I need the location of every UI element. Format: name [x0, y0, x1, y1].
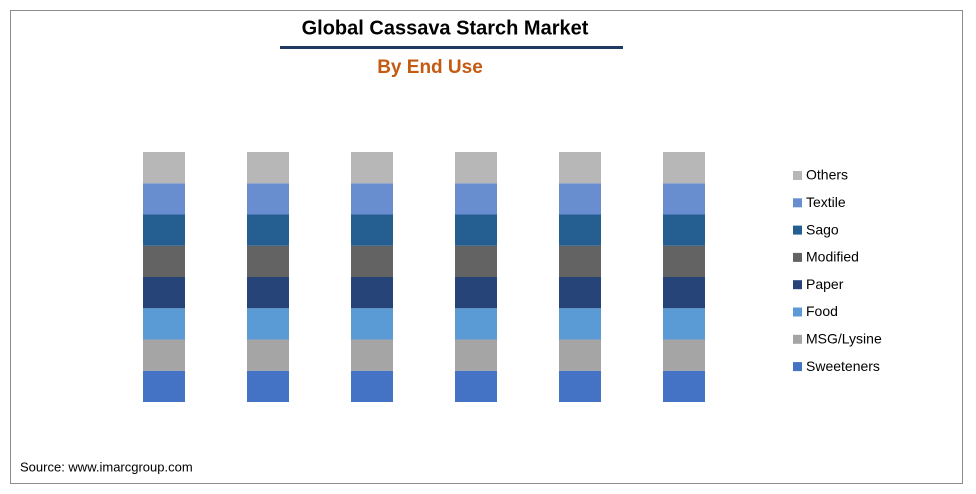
- bar-segment: [455, 245, 497, 277]
- bar-segment: [663, 339, 705, 371]
- bar-segment: [663, 152, 705, 184]
- bar-segment: [351, 214, 393, 246]
- bar-segment: [663, 370, 705, 402]
- bar-segment: [455, 214, 497, 246]
- bar-segment: [455, 370, 497, 402]
- bar-segment: [143, 183, 185, 215]
- bar-segment: [351, 152, 393, 184]
- bar-segment: [351, 183, 393, 215]
- bar-segment: [351, 245, 393, 277]
- bar-segment: [351, 277, 393, 309]
- legend-label: Others: [806, 167, 848, 183]
- bar-segment: [559, 214, 601, 246]
- bar-segment: [247, 245, 289, 277]
- bar-segment: [247, 152, 289, 184]
- bar-segment: [455, 152, 497, 184]
- bar-segment: [559, 308, 601, 340]
- legend-swatch: [793, 334, 802, 344]
- bar-segment: [143, 308, 185, 340]
- bar-segment: [663, 214, 705, 246]
- bar-segment: [559, 183, 601, 215]
- bar-segment: [663, 308, 705, 340]
- bar-segment: [351, 308, 393, 340]
- legend-label: MSG/Lysine: [806, 331, 882, 347]
- bar-segment: [455, 308, 497, 340]
- bar-segment: [143, 277, 185, 309]
- bar-segment: [559, 277, 601, 309]
- chart-subtitle: By End Use: [377, 57, 483, 78]
- bar-segment: [351, 339, 393, 371]
- legend-label: Textile: [806, 194, 846, 210]
- bar-segment: [455, 339, 497, 371]
- bar-segment: [143, 152, 185, 184]
- legend-label: Food: [806, 303, 838, 319]
- source-note: Source: www.imarcgroup.com: [20, 459, 193, 474]
- legend-swatch: [793, 362, 802, 372]
- bar-segment: [663, 183, 705, 215]
- legend-swatch: [793, 198, 802, 208]
- legend-swatch: [793, 225, 802, 235]
- legend-swatch: [793, 252, 802, 262]
- bar-segment: [247, 339, 289, 371]
- bar-segment: [247, 214, 289, 246]
- bar-segment: [455, 183, 497, 215]
- legend-label: Modified: [806, 249, 859, 265]
- legend-swatch: [793, 171, 802, 180]
- bar-segment: [143, 214, 185, 246]
- bar-segment: [455, 277, 497, 309]
- bar-segment: [559, 339, 601, 371]
- bar-segment: [247, 308, 289, 340]
- bar-segment: [559, 370, 601, 402]
- bar-segment: [143, 245, 185, 277]
- legend-label: Sweeteners: [806, 358, 880, 374]
- bar-segment: [663, 277, 705, 309]
- bar-segment: [559, 245, 601, 277]
- bar-segment: [247, 277, 289, 309]
- bar-segment: [663, 245, 705, 277]
- bar-segment: [559, 152, 601, 184]
- legend-swatch: [793, 280, 802, 290]
- legend-swatch: [793, 307, 802, 317]
- bar-segment: [143, 370, 185, 402]
- bar-segment: [247, 370, 289, 402]
- title-underline: [280, 46, 623, 49]
- legend-label: Paper: [806, 276, 844, 292]
- bar-segment: [143, 339, 185, 371]
- bar-segment: [247, 183, 289, 215]
- chart-title: Global Cassava Starch Market: [302, 17, 589, 39]
- legend-label: Sago: [806, 221, 839, 237]
- bar-segment: [351, 370, 393, 402]
